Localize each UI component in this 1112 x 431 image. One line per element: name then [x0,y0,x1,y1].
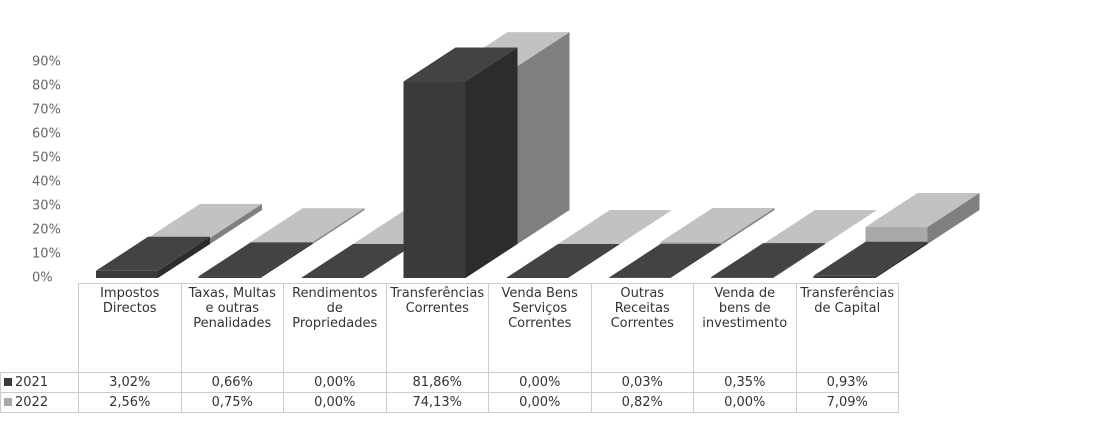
y-tick-label: 20% [32,223,61,238]
chart: 0% 10% 20% 30% 40% 50% 60% 70% 80% 90% [32,32,980,284]
legend-swatch [4,378,12,386]
bar [660,208,775,244]
bar [506,244,620,278]
bar [813,241,928,278]
bar [558,210,672,244]
legend-entry: 2021 [0,372,79,393]
value-label: 0,00% [488,372,592,393]
header-row: Impostos Directos Taxas, Multas e outras … [0,283,899,373]
bar-top [660,208,775,243]
category-label: Taxas, Multas e outras Penalidades [180,283,284,373]
y-tick-label: 30% [32,199,61,214]
category-label: Impostos Directos [78,283,182,373]
bar-side [465,47,518,279]
bar-side [312,208,365,244]
bar-top [711,243,825,278]
bar-top [148,203,262,238]
bar-side [773,243,825,278]
y-tick-label: 50% [32,151,61,166]
bar [403,47,518,279]
bar-side [517,32,570,245]
y-tick-label: 70% [32,103,61,118]
y-tick-label: 90% [32,55,61,70]
value-label: 0,35% [693,372,797,393]
bar-top [558,210,672,244]
value-label: 0,03% [590,372,694,393]
series-row: 2022 2,56% 0,75% 0,00% 74,13% 0,00% 0,82% 0,00%… [0,392,899,413]
y-tick-label: 0% [32,271,53,284]
bar-top [301,244,415,278]
bar-top [250,208,365,243]
bar [865,192,980,244]
category-label: Venda Bens Serviços Correntes [488,283,592,373]
bar [711,243,825,278]
y-tick-label: 40% [32,175,61,190]
bar [301,244,415,278]
value-label: 0,00% [488,392,592,413]
value-label: 0,00% [283,372,387,393]
bar-side [722,208,775,244]
data-table: Impostos Directos Taxas, Multas e outras … [0,283,899,413]
bar-front [711,277,773,278]
bar-side [927,192,980,244]
bar [608,243,723,278]
legend-label: 2021 [15,375,49,390]
bar-front [403,81,466,278]
value-label: 74,13% [385,392,489,413]
bar-front [660,242,723,244]
legend-entry: 2022 [0,392,79,413]
bar-top [865,192,980,227]
y-tick-label: 80% [32,79,61,94]
value-label: 0,00% [693,392,797,413]
bar-top [403,47,518,82]
bar-top [198,242,313,277]
corner [0,283,79,373]
y-tick-label: 10% [32,247,61,262]
category-label: Transferências de Capital [795,283,899,373]
legend-swatch [4,398,12,406]
value-label: 81,86% [385,372,489,393]
bar-side [260,242,313,278]
bar-top [608,243,723,278]
bar-front [813,275,876,278]
legend-label: 2022 [15,395,49,410]
category-label: Venda de bens de investimento [693,283,797,373]
series-row: 2021 3,02% 0,66% 0,00% 81,86% 0,00% 0,03% 0,35%… [0,372,899,393]
bar [763,210,877,244]
value-label: 0,66% [180,372,284,393]
category-label: Rendimentos de Propriedades [283,283,387,373]
bar-top [763,210,877,244]
bar-front [96,270,158,278]
bar-side [210,203,262,244]
value-label: 0,82% [590,392,694,413]
category-label: Outras Receitas Correntes [590,283,694,373]
bar-front [865,226,928,244]
bar-side [670,243,723,278]
bar-side [158,236,210,278]
value-label: 3,02% [78,372,182,393]
value-label: 0,93% [795,372,899,393]
value-label: 7,09% [795,392,899,413]
bar-top [96,236,210,271]
value-label: 2,56% [78,392,182,413]
category-label: Transferências Correntes [385,283,489,373]
value-label: 0,00% [283,392,387,413]
bar-side [875,241,928,278]
bar-front [198,276,261,278]
bar [198,242,313,278]
bar [250,208,365,244]
bar-top [506,244,620,278]
bar-top [813,241,928,276]
bar [96,236,210,278]
y-tick-label: 60% [32,127,61,142]
value-label: 0,75% [180,392,284,413]
